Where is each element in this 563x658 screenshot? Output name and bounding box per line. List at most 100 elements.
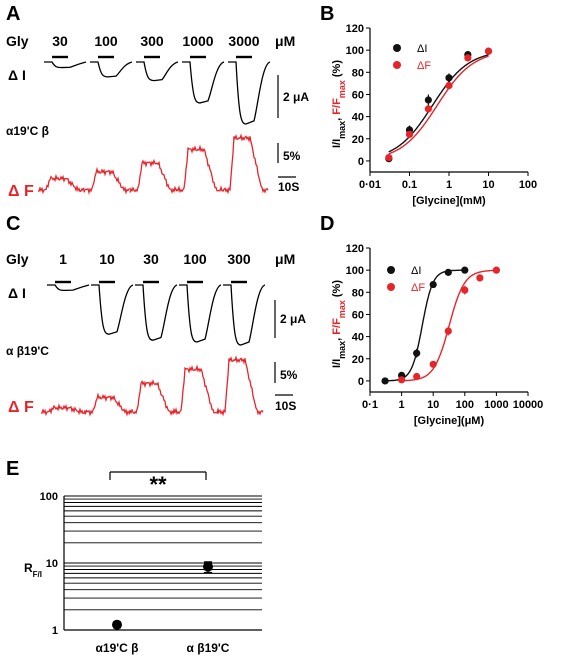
x-tick-label: 1 (399, 399, 405, 411)
panel-a-gly-label: Gly (6, 33, 29, 49)
conc-label-0: 30 (52, 33, 68, 49)
conc-label-2: 30 (143, 251, 159, 267)
data-point-df (429, 360, 437, 368)
panel-a-current-scale: 2 μA (283, 90, 309, 104)
y-tick-label: 120 (346, 243, 364, 255)
panel-b-letter: B (320, 3, 334, 25)
x-tick-label: 100 (519, 179, 537, 191)
panel-c-construct: α β19'C (6, 344, 49, 358)
panel-a-fluor-scale: 5% (283, 149, 301, 163)
y-axis-label: I/Imax, F/Fmax (%) (331, 60, 347, 148)
y-tick-label: 20 (352, 134, 364, 146)
fluorescence-trace-0 (38, 173, 85, 195)
data-point-df (476, 274, 484, 282)
y-tick-label: 100 (346, 45, 364, 57)
conc-label-3: 1000 (182, 33, 213, 49)
x-axis-label: [Glycine](μM) (414, 415, 485, 427)
current-trace-1 (90, 61, 133, 78)
legend-label: ΔF (411, 282, 425, 294)
y-axis-label: RF/I (24, 561, 42, 579)
x-tick-label: 100 (456, 399, 474, 411)
significance-stars: ** (149, 472, 167, 497)
conc-label-3: 100 (183, 251, 207, 267)
panel-c-df-label: Δ F (8, 399, 34, 416)
fluorescence-trace-4 (216, 355, 264, 417)
data-point-di (461, 266, 469, 274)
x-tick-label: 1 (446, 179, 452, 191)
data-point-df (464, 54, 472, 62)
panel-c-di-label: Δ I (8, 285, 26, 301)
x-tick-label: 10 (482, 179, 494, 191)
x-tick-label: 0.1 (402, 179, 417, 191)
data-point-df (461, 286, 469, 294)
legend-marker (387, 266, 395, 274)
panel-a-di-label: Δ I (8, 67, 26, 83)
panel-a-construct: α19'C β (6, 124, 49, 138)
panel-b-chart: B 0 20 40 60 80 100 120 0·01 0.1 1 10 100 [Glycine](… (320, 3, 537, 207)
fluorescence-trace-3 (175, 144, 223, 194)
legend-label: ΔI (411, 265, 421, 277)
fluorescence-trace-2 (128, 379, 176, 417)
y-tick-label: 120 (346, 23, 364, 35)
current-trace-3 (182, 61, 225, 104)
data-point-df (445, 82, 453, 90)
y-tick-label: 60 (352, 89, 364, 101)
conc-label-1: 100 (94, 33, 118, 49)
legend-label: ΔF (417, 60, 431, 72)
x-axis-label: [Glycine](mM) (412, 195, 486, 207)
data-point-df (398, 376, 406, 384)
legend-marker (393, 61, 401, 69)
panel-a-time-scale: 10S (278, 180, 299, 194)
conc-label-4: 300 (227, 251, 251, 267)
data-point-df (424, 105, 432, 113)
current-trace-0 (47, 284, 90, 292)
fluorescence-trace-2 (129, 158, 177, 195)
y-tick-label: 0 (358, 156, 364, 168)
y-tick-label: 40 (352, 332, 364, 344)
data-point-di (429, 280, 437, 289)
fluorescence-trace-1 (84, 392, 132, 417)
category-label-0: α19'C β (96, 641, 139, 655)
data-point-di (413, 349, 421, 357)
fit-curve-0 (388, 54, 489, 153)
panel-e-letter: E (6, 458, 19, 480)
data-point-di (444, 268, 452, 276)
data-point-df (385, 154, 393, 162)
panel-a-letter: A (6, 3, 20, 25)
y-tick-label: 80 (352, 67, 364, 79)
current-trace-4 (228, 61, 271, 125)
panel-a-unit: μM (275, 33, 295, 49)
y-tick-label: 80 (352, 287, 364, 299)
panel-a-df-label: Δ F (8, 183, 34, 200)
data-point-df (444, 327, 452, 335)
current-trace-0 (44, 61, 87, 69)
legend-marker (393, 44, 401, 52)
fluorescence-trace-1 (83, 166, 131, 195)
y-tick-label: 20 (352, 354, 364, 366)
y-axis-label: I/Imax, F/Fmax (%) (331, 280, 347, 368)
data-point-df (413, 372, 421, 381)
panel-d-chart: D 0 20 40 60 80 100 120 0·1 1 10 100 1000 10000 [Glyc… (320, 213, 543, 427)
conc-label-2: 300 (140, 33, 164, 49)
conc-label-4: 3000 (228, 33, 259, 49)
legend-marker (387, 283, 395, 291)
current-trace-1 (91, 284, 134, 335)
y-tick-label: 100 (346, 265, 364, 277)
data-point-df (405, 130, 414, 138)
panel-c-gly-label: Gly (6, 251, 29, 267)
data-point-1 (203, 561, 213, 572)
x-tick-label: 0·01 (359, 179, 381, 191)
y-tick-label: 0 (358, 376, 364, 388)
x-tick-label: 10000 (513, 399, 544, 411)
x-tick-label: 10 (427, 399, 439, 411)
panel-c-unit: μM (275, 251, 295, 267)
y-tick-label: 10 (46, 558, 58, 570)
conc-label-0: 1 (59, 251, 67, 267)
current-trace-2 (135, 284, 178, 341)
panel-c-time-scale: 10S (275, 399, 296, 413)
y-tick-label: 60 (352, 309, 364, 321)
panel-c-current-scale: 2 μA (280, 312, 306, 326)
x-tick-label: 0·1 (362, 399, 378, 411)
panel-c-letter: C (6, 213, 20, 235)
